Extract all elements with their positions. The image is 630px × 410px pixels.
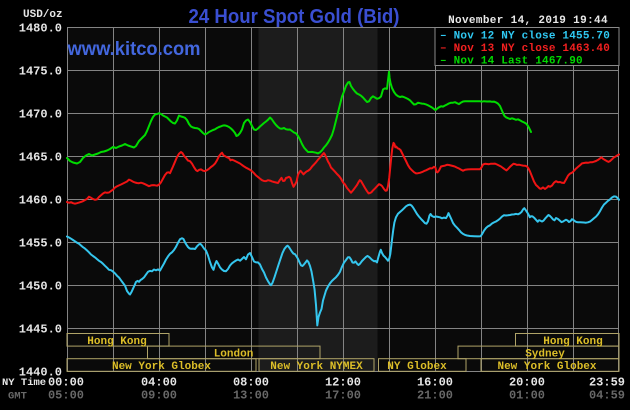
svg-text:21:00: 21:00 [417, 389, 453, 403]
svg-text:London: London [214, 349, 254, 361]
svg-text:08:00: 08:00 [233, 376, 269, 390]
svg-text:24 Hour Spot Gold (Bid): 24 Hour Spot Gold (Bid) [189, 6, 400, 28]
svg-text:00:00: 00:00 [48, 376, 84, 390]
svg-text:01:00: 01:00 [509, 389, 545, 403]
svg-text:November 14, 2019 19:44: November 14, 2019 19:44 [448, 15, 608, 27]
svg-text:12:00: 12:00 [325, 376, 361, 390]
svg-text:1440.0: 1440.0 [19, 366, 62, 380]
svg-text:Sydney: Sydney [525, 349, 565, 361]
svg-text:USD/oz: USD/oz [23, 9, 63, 21]
svg-text:09:00: 09:00 [141, 389, 177, 403]
svg-text:1480.0: 1480.0 [19, 22, 62, 36]
svg-text:Hong Kong: Hong Kong [543, 336, 602, 348]
svg-text:– Nov 14 Last 1467.90: – Nov 14 Last 1467.90 [440, 56, 583, 68]
svg-text:New York Globex: New York Globex [112, 361, 211, 373]
svg-text:1450.0: 1450.0 [19, 280, 62, 294]
svg-text:1475.0: 1475.0 [19, 65, 62, 79]
svg-text:Hong Kong: Hong Kong [87, 336, 146, 348]
svg-text:20:00: 20:00 [509, 376, 545, 390]
svg-text:– Nov 13 NY close 1463.40: – Nov 13 NY close 1463.40 [440, 43, 610, 55]
svg-text:www.kitco.com: www.kitco.com [67, 39, 201, 60]
svg-text:13:00: 13:00 [233, 389, 269, 403]
svg-text:1460.0: 1460.0 [19, 194, 62, 208]
svg-text:GMT: GMT [8, 391, 27, 403]
svg-text:23:59: 23:59 [589, 376, 625, 390]
svg-text:05:00: 05:00 [48, 389, 84, 403]
svg-text:New York Globex: New York Globex [497, 361, 596, 373]
svg-text:1455.0: 1455.0 [19, 237, 62, 251]
svg-text:16:00: 16:00 [417, 376, 453, 390]
svg-text:17:00: 17:00 [325, 389, 361, 403]
svg-text:NY Globex: NY Globex [387, 361, 447, 373]
svg-text:NY Time: NY Time [2, 377, 46, 389]
svg-text:1465.0: 1465.0 [19, 151, 62, 165]
svg-text:04:00: 04:00 [141, 376, 177, 390]
svg-text:1470.0: 1470.0 [19, 108, 62, 122]
svg-text:04:59: 04:59 [589, 389, 625, 403]
svg-text:New York NYMEX: New York NYMEX [270, 361, 363, 373]
svg-text:1445.0: 1445.0 [19, 323, 62, 337]
svg-text:– Nov 12 NY close 1455.70: – Nov 12 NY close 1455.70 [440, 31, 610, 43]
